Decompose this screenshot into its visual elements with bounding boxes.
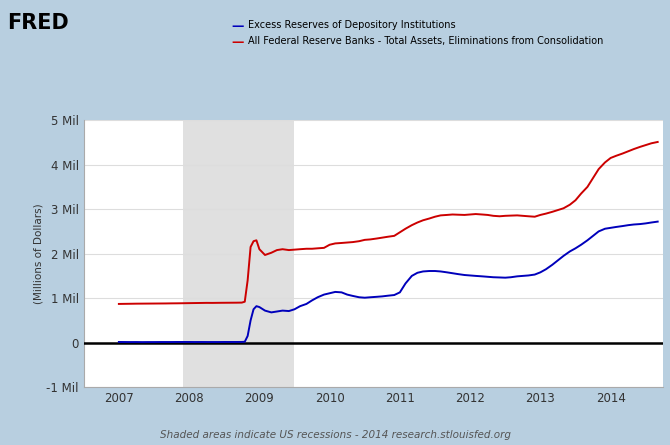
Text: FRED: FRED <box>7 13 68 33</box>
Text: —: — <box>231 36 243 49</box>
Text: —: — <box>231 20 243 33</box>
Text: All Federal Reserve Banks - Total Assets, Eliminations from Consolidation: All Federal Reserve Banks - Total Assets… <box>248 36 603 46</box>
Text: Shaded areas indicate US recessions - 2014 research.stlouisfed.org: Shaded areas indicate US recessions - 20… <box>159 430 511 440</box>
Bar <box>184 120 295 387</box>
Y-axis label: (Millions of Dollars): (Millions of Dollars) <box>34 203 44 304</box>
Text: Excess Reserves of Depository Institutions: Excess Reserves of Depository Institutio… <box>248 20 456 29</box>
